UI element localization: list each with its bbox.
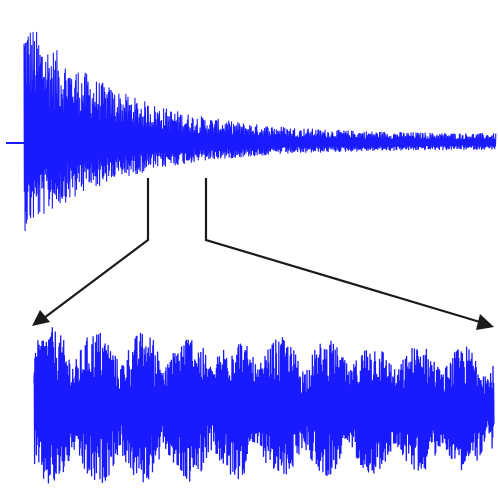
- zoom-connector-left: [43, 178, 150, 319]
- arrowhead-left-icon: [32, 310, 50, 326]
- zoom-connector-right: [204, 178, 481, 324]
- zoom-connectors: [32, 178, 494, 330]
- bottom-waveform-chart: [33, 327, 495, 484]
- bottom-waveform-series: [33, 327, 495, 484]
- arrowhead-right-icon: [476, 314, 494, 330]
- top-waveform-chart: [6, 31, 497, 232]
- top-waveform-series: [23, 31, 497, 232]
